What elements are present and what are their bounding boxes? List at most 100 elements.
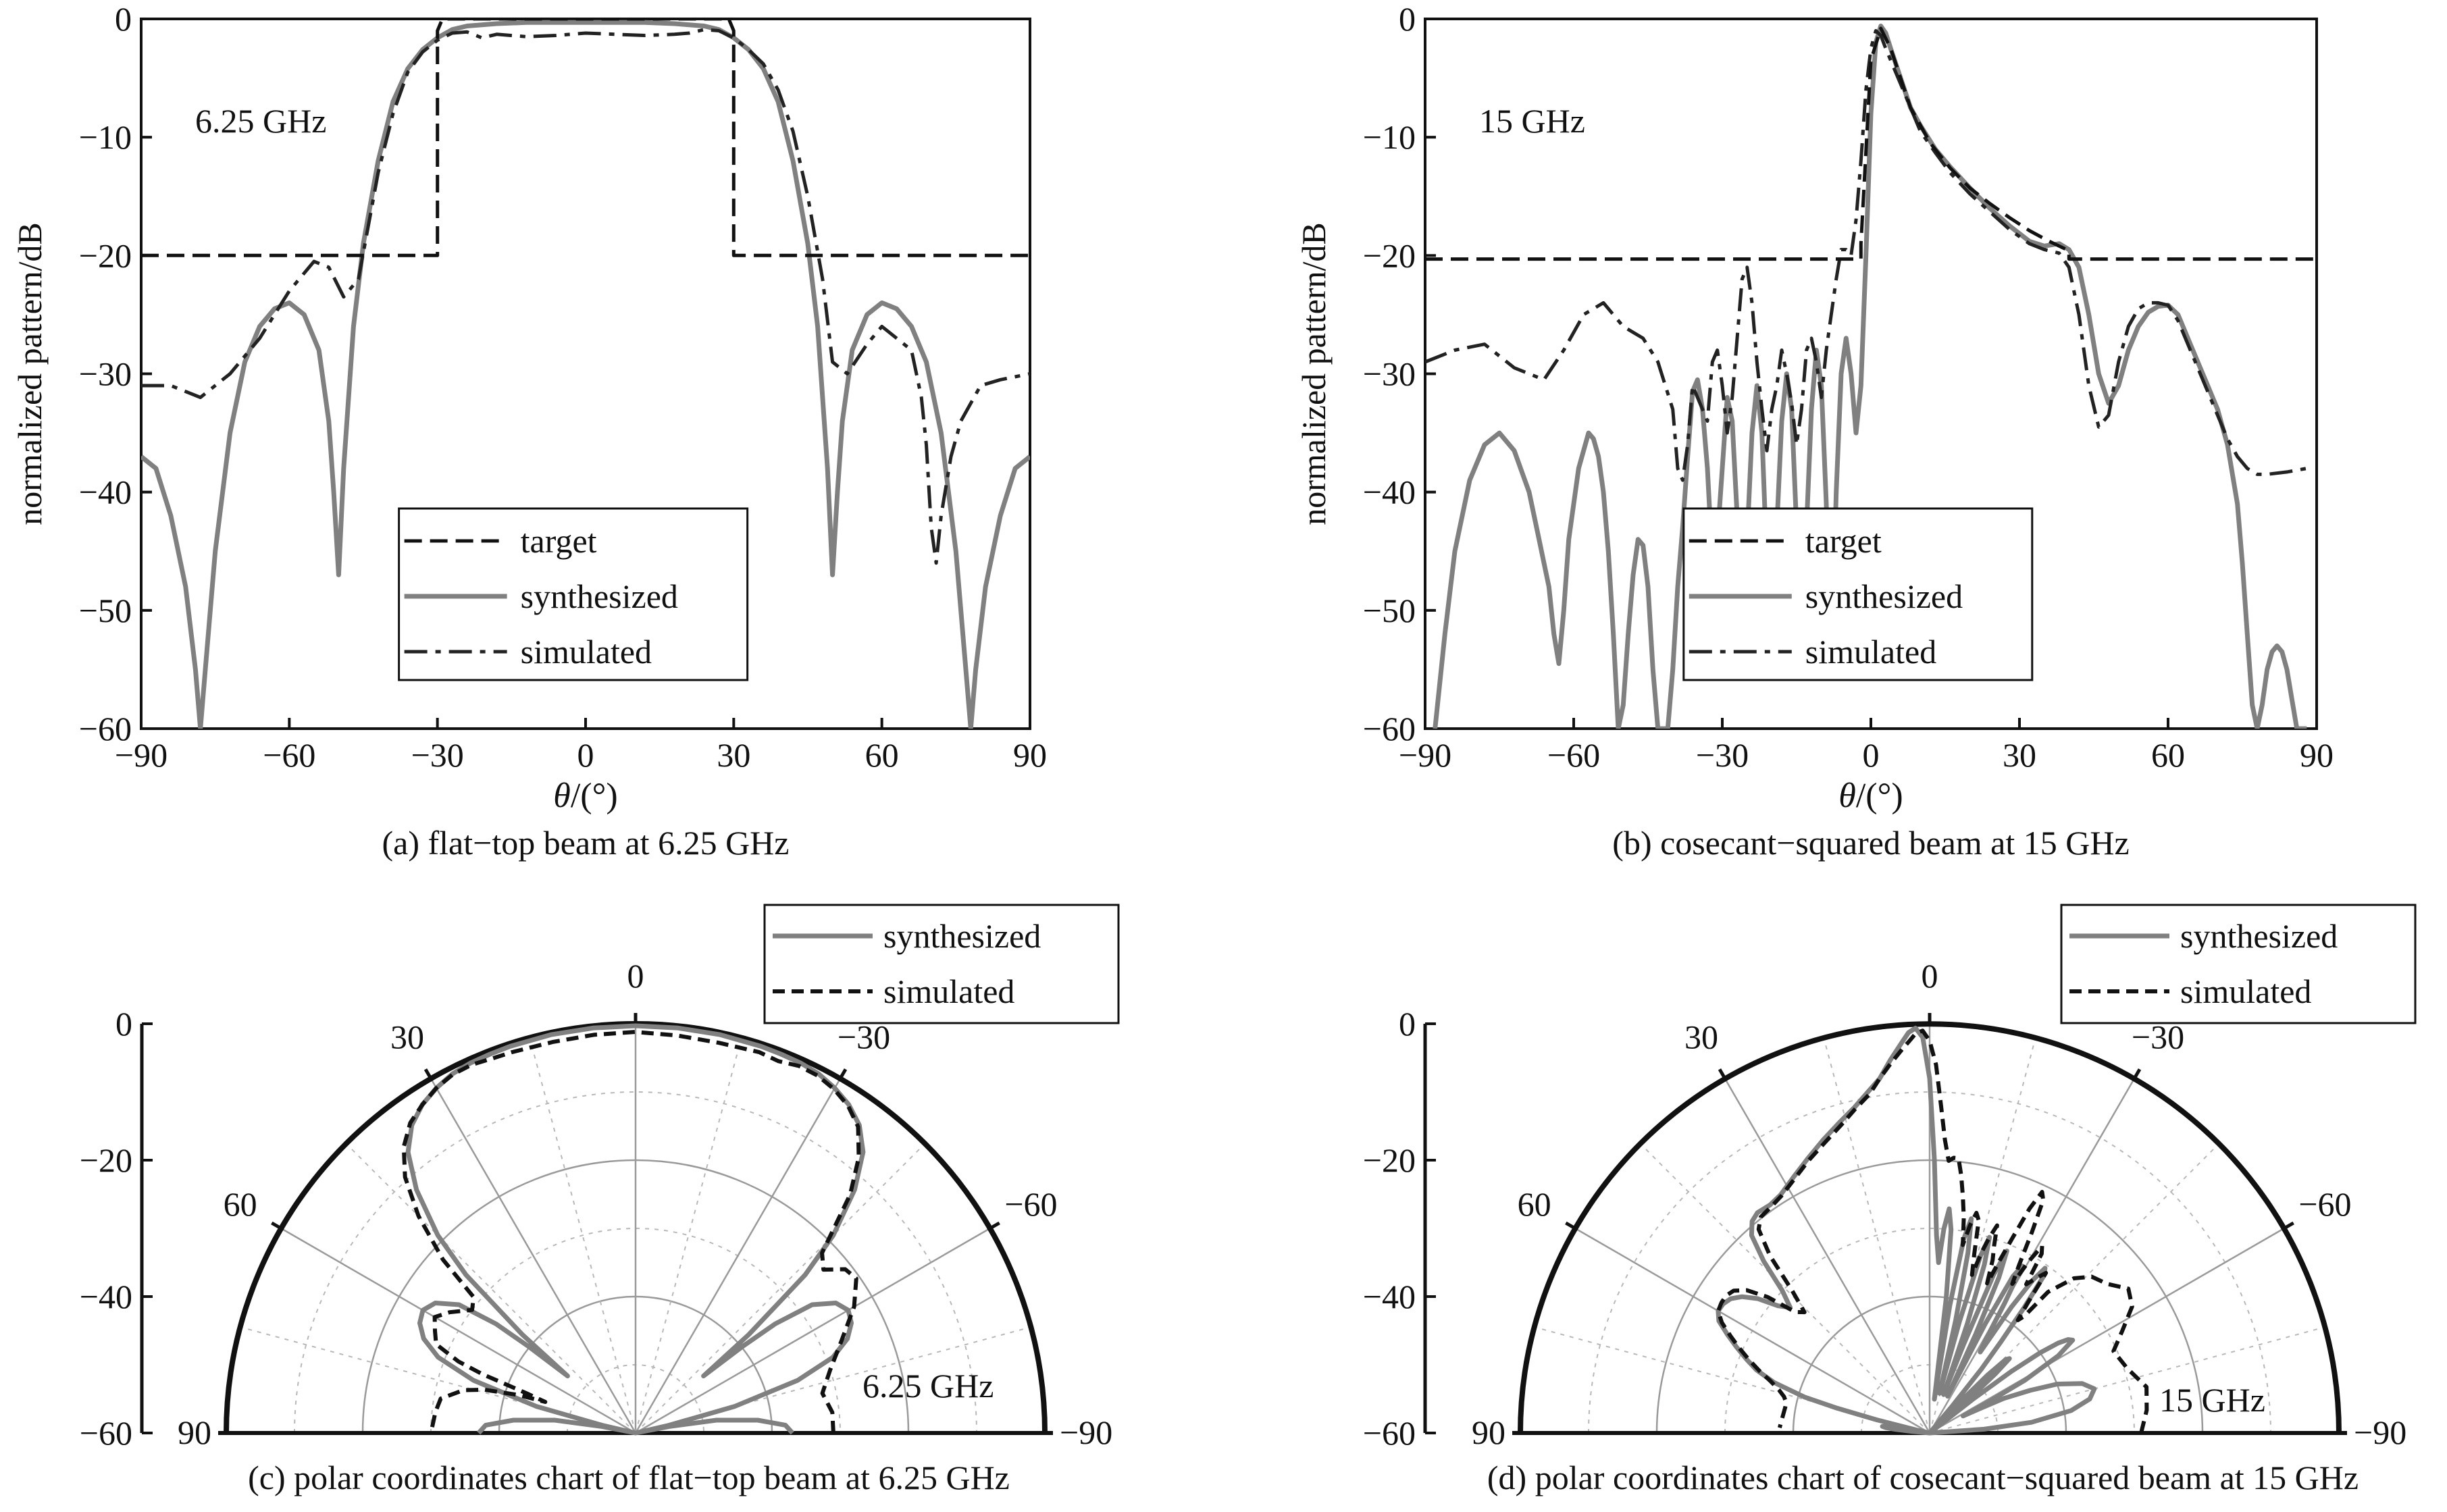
legend-label: simulated — [883, 972, 1014, 1010]
angle-label: −60 — [1004, 1185, 1057, 1223]
y-tick-label: −10 — [1363, 118, 1416, 156]
angle-label: −60 — [2298, 1185, 2351, 1223]
y-tick-label: −50 — [79, 592, 132, 629]
x-tick-label: 0 — [1863, 736, 1880, 774]
x-axis-label-unit: /(°) — [571, 777, 618, 815]
x-tick-label: −60 — [1547, 736, 1600, 774]
y-tick-label: −40 — [1363, 473, 1416, 511]
angle-tick — [2131, 1068, 2142, 1082]
legend: target synthesized simulated — [1682, 507, 2034, 681]
angular-grid-line — [1639, 1143, 1930, 1434]
angular-grid-line — [635, 1037, 742, 1434]
angular-grid-line — [1929, 1326, 2325, 1434]
series-line-simulated — [1425, 29, 2307, 482]
legend-label: synthesized — [2180, 917, 2338, 955]
y-tick-label: −30 — [1363, 355, 1416, 393]
radial-tick-label: −40 — [1363, 1278, 1416, 1315]
y-tick-label: −40 — [79, 473, 132, 511]
angle-label: 90 — [1472, 1413, 1505, 1451]
angle-label: −90 — [1060, 1413, 1112, 1451]
legend-box — [763, 904, 1120, 1024]
x-tick-label: −90 — [1399, 736, 1451, 774]
angle-label: 30 — [1684, 1018, 1718, 1056]
y-tick-label: −20 — [1363, 236, 1416, 274]
legend-label: simulated — [2180, 972, 2311, 1010]
x-tick-label: 90 — [2300, 736, 2334, 774]
frequency-annotation: 6.25 GHz — [195, 102, 326, 140]
frequency-annotation: 6.25 GHz — [862, 1367, 994, 1405]
angular-grid-line — [529, 1037, 636, 1434]
radial-grid-circle — [1588, 1091, 2271, 1434]
y-tick-label: −20 — [79, 236, 132, 274]
panel-caption: (d) polar coordinates chart of cosecant−… — [1487, 1459, 2359, 1496]
frequency-annotation: 15 GHz — [2159, 1381, 2265, 1419]
angle-tick — [987, 1221, 1000, 1232]
angular-grid-line — [635, 1143, 926, 1434]
x-tick-label: −30 — [1696, 736, 1749, 774]
radial-grid-circle — [294, 1091, 977, 1434]
angle-tick — [271, 1221, 284, 1232]
legend-box — [2060, 904, 2417, 1024]
radial-grid-circle — [430, 1228, 841, 1434]
angular-grid-line — [280, 1227, 636, 1434]
angle-label: 0 — [627, 957, 644, 995]
legend-label: synthesized — [521, 577, 678, 615]
radial-tick-label: 0 — [1399, 1005, 1416, 1043]
x-tick-label: −60 — [263, 736, 315, 774]
panel-caption: (a) flat−top beam at 6.25 GHz — [382, 824, 790, 862]
legend-label: simulated — [521, 633, 652, 671]
angle-tick — [2281, 1221, 2294, 1232]
chart-b: −90 −60 −30 0 30 60 900−10−20−30−40−50−60θ/(°)… — [1295, 0, 2334, 862]
x-tick-label: 0 — [577, 736, 594, 774]
x-axis-label-unit: /(°) — [1856, 777, 1903, 815]
x-tick-label: 30 — [2003, 736, 2036, 774]
series-line-simulated — [1716, 1028, 2149, 1434]
angle-tick — [423, 1068, 434, 1082]
y-tick-label: −60 — [79, 710, 132, 748]
y-tick-label: 0 — [1399, 0, 1416, 38]
x-tick-label: 90 — [1013, 736, 1047, 774]
x-tick-label: −30 — [411, 736, 464, 774]
series-line-synthesized — [1716, 1025, 2097, 1436]
angle-tick — [1718, 1068, 1728, 1082]
legend: synthesized simulated — [2060, 904, 2417, 1024]
radial-grid-circle — [1724, 1228, 2135, 1434]
legend-label: synthesized — [1805, 577, 1963, 615]
series-line-simulated — [401, 1030, 861, 1434]
series-line-target — [141, 19, 1030, 257]
x-tick-label: 60 — [865, 736, 899, 774]
angle-label: 60 — [224, 1185, 257, 1223]
y-tick-label: −30 — [79, 355, 132, 393]
chart-c: 90 60 30 0 −30 −60 −90 0 −20 −40 −60 6.25 GHz synthe… — [80, 904, 1120, 1496]
legend-label: target — [521, 522, 597, 560]
y-tick-label: −60 — [1363, 710, 1416, 748]
series-line-synthesized — [141, 20, 1030, 729]
legend: synthesized simulated — [763, 904, 1120, 1024]
series-line-simulated — [141, 28, 1030, 565]
x-axis-label: θ/(°) — [553, 777, 617, 815]
legend-label: target — [1805, 522, 1882, 560]
angular-grid-line — [345, 1143, 636, 1434]
radial-tick-label: −20 — [1363, 1141, 1416, 1179]
radial-tick-label: −60 — [80, 1414, 132, 1452]
x-tick-label: 30 — [717, 736, 750, 774]
x-axis-label-symbol: θ — [1838, 777, 1856, 815]
angle-tick — [1565, 1221, 1578, 1232]
angle-label: −30 — [2132, 1018, 2184, 1056]
radial-tick-label: −40 — [80, 1278, 132, 1315]
legend: target synthesized simulated — [398, 507, 749, 681]
y-tick-label: 0 — [115, 0, 132, 38]
y-axis-label: normalized pattern/dB — [1295, 222, 1333, 525]
radial-tick-label: 0 — [115, 1005, 132, 1043]
panel-caption: (c) polar coordinates chart of flat−top … — [248, 1459, 1010, 1496]
radial-tick-label: −60 — [1363, 1414, 1416, 1452]
angular-grid-line — [430, 1078, 637, 1434]
series-line-target — [1425, 26, 2317, 261]
angle-label: 30 — [390, 1018, 424, 1056]
radial-tick-label: −20 — [80, 1141, 132, 1179]
series-line-synthesized — [405, 1023, 866, 1436]
panel-caption: (b) cosecant−squared beam at 15 GHz — [1612, 824, 2129, 862]
y-tick-label: −10 — [79, 118, 132, 156]
angular-grid-line — [634, 1078, 842, 1434]
